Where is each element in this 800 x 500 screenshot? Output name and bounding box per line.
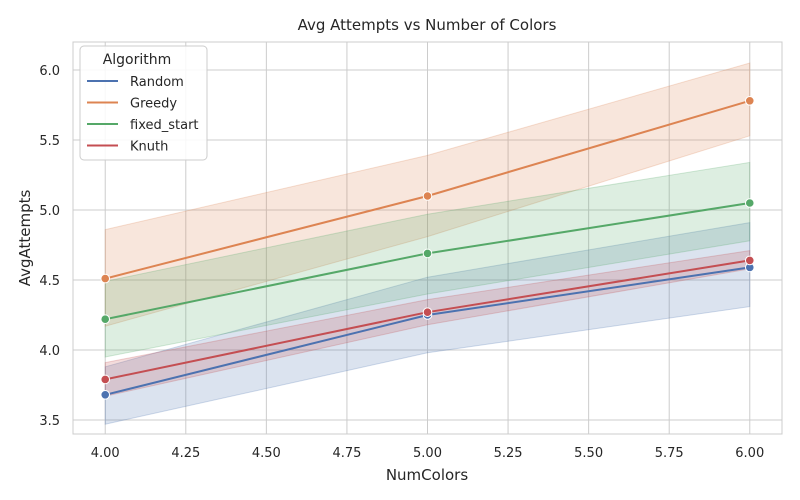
x-tick-label: 4.00 xyxy=(91,446,120,461)
legend-title: Algorithm xyxy=(103,52,172,68)
chart-title: Avg Attempts vs Number of Colors xyxy=(298,16,557,34)
y-tick-label: 3.5 xyxy=(39,414,60,429)
y-axis-label: AvgAttempts xyxy=(16,190,34,287)
legend-box xyxy=(79,45,208,161)
data-point-knuth xyxy=(422,307,433,318)
data-point-greedy xyxy=(744,96,755,106)
y-tick-label: 5.5 xyxy=(39,134,60,149)
data-point-fixed-start xyxy=(422,248,433,259)
data-point-fixed-start xyxy=(744,198,755,208)
x-axis-label: NumColors xyxy=(386,466,469,484)
y-tick-label: 6.0 xyxy=(39,64,60,79)
ci-band-random xyxy=(104,222,751,425)
legend-item-greedy: Greedy xyxy=(87,97,177,112)
legend-label: fixed_start xyxy=(130,118,199,133)
data-point-random xyxy=(100,390,111,400)
y-tick-label: 4.5 xyxy=(39,274,60,289)
x-tick-label: 4.25 xyxy=(171,446,200,461)
x-tick-label: 4.75 xyxy=(332,446,361,461)
data-point-knuth xyxy=(744,255,755,266)
x-tick-label: 4.50 xyxy=(252,446,281,461)
legend-label: Greedy xyxy=(130,97,177,112)
ci-band-fixed-start xyxy=(104,161,751,358)
data-point-fixed-start xyxy=(100,314,111,325)
x-tick-label: 5.25 xyxy=(494,446,523,461)
legend-item-knuth: Knuth xyxy=(87,140,168,155)
legend-label: Knuth xyxy=(130,140,168,155)
series-points xyxy=(100,96,755,400)
y-tick-labels: 3.5 4.0 4.5 5.0 5.5 6.0 xyxy=(39,64,60,429)
x-tick-label: 6.00 xyxy=(735,446,764,461)
legend-item-random: Random xyxy=(87,75,184,90)
y-tick-label: 4.0 xyxy=(39,344,60,359)
x-tick-label: 5.50 xyxy=(574,446,603,461)
data-point-greedy xyxy=(422,191,433,201)
legend: Algorithm Random Greedy fixed_start Knuth xyxy=(79,45,208,161)
data-point-knuth xyxy=(100,374,111,385)
x-tick-label: 5.75 xyxy=(655,446,684,461)
x-tick-label: 5.00 xyxy=(413,446,442,461)
y-tick-label: 5.0 xyxy=(39,204,60,219)
legend-item-fixed-start: fixed_start xyxy=(87,118,199,133)
data-point-greedy xyxy=(100,273,111,284)
legend-label: Random xyxy=(130,75,184,90)
x-tick-labels: 4.00 4.25 4.50 4.75 5.00 5.25 5.50 5.75 6.00 xyxy=(91,446,764,461)
legend-items: Random Greedy fixed_start Knuth xyxy=(87,75,199,155)
